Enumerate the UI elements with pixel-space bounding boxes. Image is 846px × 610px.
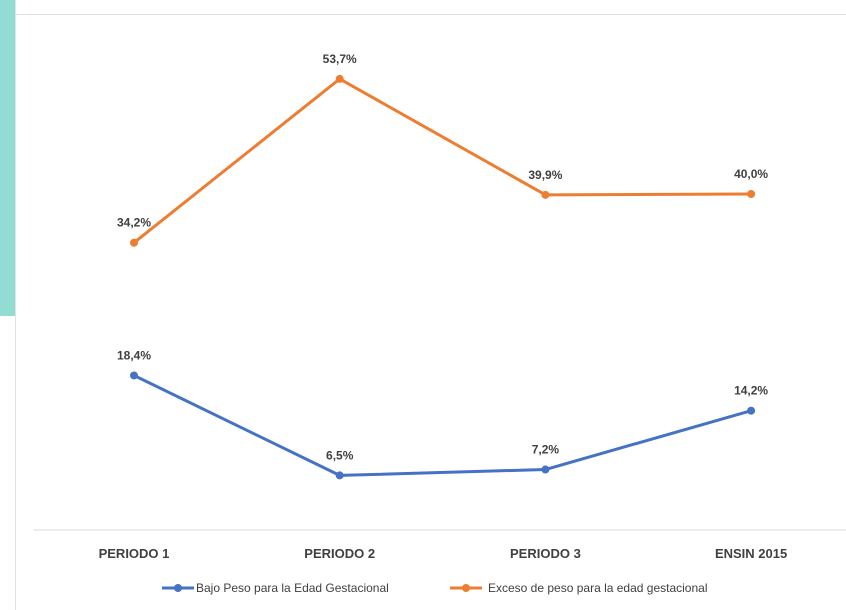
series-1-point-1[interactable] <box>130 371 138 380</box>
series-1-data-label-4: 14,2% <box>734 384 768 398</box>
series-2-point-3[interactable] <box>541 190 550 199</box>
series-2-data-label-1: 34,2% <box>117 216 151 230</box>
x-tick-label-4: ENSIN 2015 <box>715 546 787 561</box>
series-2-data-label-3: 39,9% <box>528 168 562 182</box>
series-2-point-4[interactable] <box>747 190 756 198</box>
series-1: 18,4% 6,5% 7,2% 14,2% <box>117 348 768 480</box>
panel-top-border <box>15 14 846 15</box>
series-2-line <box>132 77 753 245</box>
series-1-point-3[interactable] <box>541 465 550 474</box>
x-tick-label-1: PERIODO 1 <box>99 546 170 561</box>
x-tick-label-3: PERIODO 3 <box>510 546 581 561</box>
series-2: 34,2% 53,7% 39,9% 40,0% <box>117 52 768 247</box>
x-tick-label-2: PERIODO 2 <box>304 546 375 561</box>
legend-item-2[interactable]: Exceso de peso para la edad gestacional <box>450 581 708 595</box>
legend-point-marker-1 <box>174 584 182 592</box>
series-1-data-label-3: 7,2% <box>532 443 560 457</box>
legend-item-1[interactable]: Bajo Peso para la Edad Gestacional <box>162 581 389 595</box>
series-1-data-label-1: 18,4% <box>117 348 151 362</box>
series-1-point-2[interactable] <box>335 471 344 480</box>
x-axis-ticks: PERIODO 1 PERIODO 2 PERIODO 3 ENSIN 2015 <box>99 546 788 561</box>
series-1-point-4[interactable] <box>747 406 756 415</box>
series-1-line <box>132 373 753 477</box>
series-2-point-1[interactable] <box>130 238 138 247</box>
legend: Bajo Peso para la Edad Gestacional Exceso… <box>162 581 708 595</box>
series-1-data-label-2: 6,5% <box>326 448 354 462</box>
legend-label-2: Exceso de peso para la edad gestacional <box>488 581 708 595</box>
accent-bar <box>0 0 15 316</box>
legend-point-marker-2 <box>462 584 470 592</box>
panel-left-border <box>15 0 16 610</box>
series-2-data-label-4: 40,0% <box>734 167 768 181</box>
series-layer: 18,4% 6,5% 7,2% 14,2% 34,2% 53,7% 39,9% 40,0% <box>117 52 768 480</box>
series-2-point-2[interactable] <box>335 74 344 83</box>
series-2-data-label-2: 53,7% <box>323 52 357 66</box>
legend-label-1: Bajo Peso para la Edad Gestacional <box>196 581 389 595</box>
